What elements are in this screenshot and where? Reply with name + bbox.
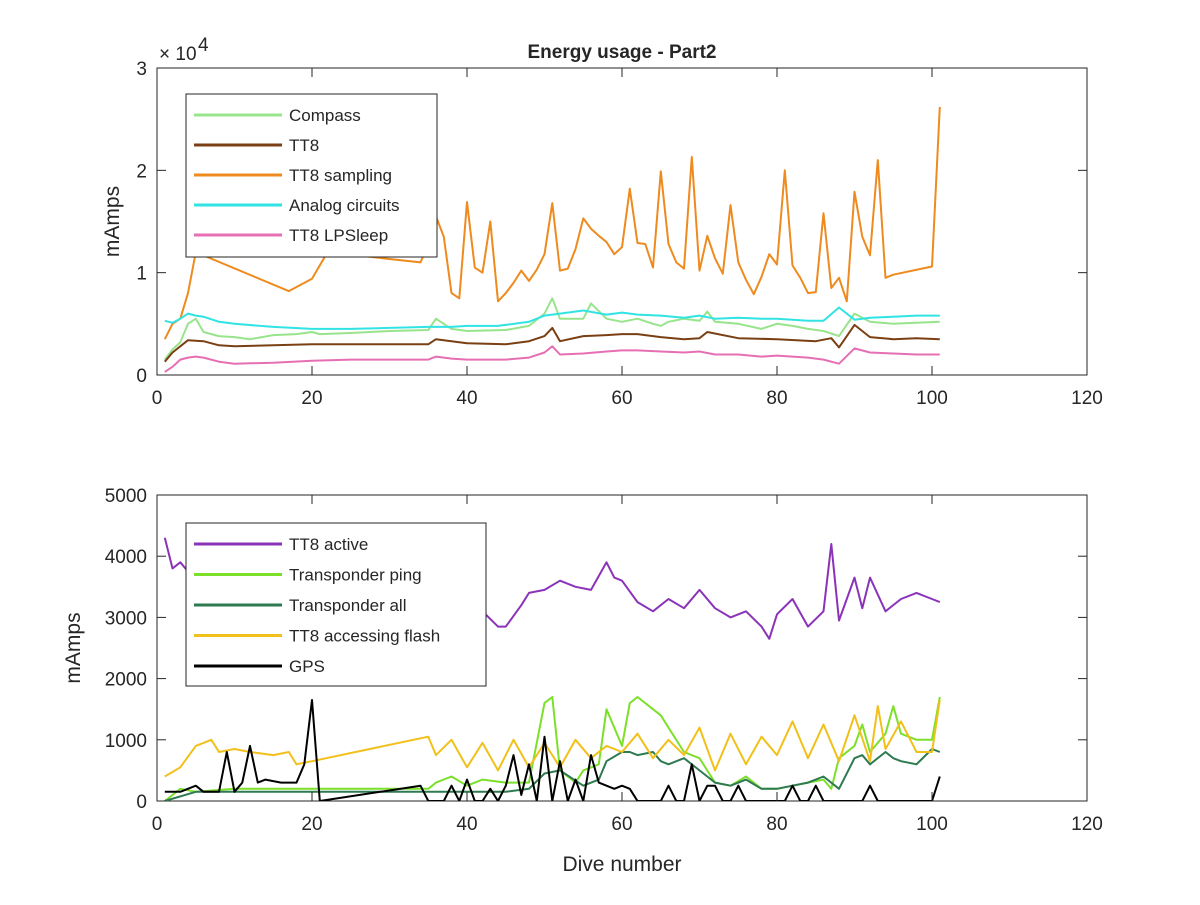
x-tick-label: 20 <box>301 814 322 835</box>
legend-label: TT8 sampling <box>289 166 392 185</box>
y-tick-label: 2 <box>136 161 147 182</box>
y-axis-label: mAmps <box>62 612 85 683</box>
x-tick-label: 80 <box>766 388 787 409</box>
series-line-analog-circuits <box>164 306 940 330</box>
legend-label: GPS <box>289 657 325 676</box>
x-tick-label: 100 <box>916 814 948 835</box>
y-exponent-label: × 10 <box>159 44 197 65</box>
x-tick-label: 60 <box>611 814 632 835</box>
series-line-tt8-accessing-flash <box>164 699 941 778</box>
series-line-tt8-sampling <box>163 106 941 340</box>
bottom-axes: 0 20 40 60 80 100 120 0 1000 2000 3000 4000 5000 mAmp… <box>62 486 1103 876</box>
x-axis-label: Dive number <box>562 853 681 876</box>
series-line-tt8 <box>164 323 940 363</box>
x-tick-label: 40 <box>456 388 477 409</box>
series-line-compass <box>164 297 940 361</box>
x-tick-label: 20 <box>301 388 322 409</box>
legend-label: TT8 LPSleep <box>289 226 388 245</box>
x-tick-label: 120 <box>1071 814 1103 835</box>
y-tick-label: 3 <box>136 59 147 80</box>
top-axes: 0 20 40 60 80 100 120 0 1 2 3 × 10 4 Energy usage - P… <box>101 35 1103 409</box>
y-axis-label: mAmps <box>101 186 124 257</box>
y-tick-label: 4000 <box>105 547 147 568</box>
series-line-gps <box>164 699 941 801</box>
legend-label: TT8 active <box>289 535 368 554</box>
y-exponent-power: 4 <box>198 35 209 56</box>
x-tick-label: 0 <box>152 814 163 835</box>
series-line-transponder-ping <box>164 696 941 801</box>
legend: TT8 active Transponder ping Transponder al… <box>185 522 487 687</box>
y-tick-label: 2000 <box>105 670 147 691</box>
legend-label: Analog circuits <box>289 196 400 215</box>
legend-label: TT8 accessing flash <box>289 627 440 646</box>
x-tick-label: 0 <box>152 388 163 409</box>
legend-label: Transponder all <box>289 596 407 615</box>
y-tick-label: 1 <box>136 264 147 285</box>
series-group <box>163 106 941 373</box>
x-tick-label: 80 <box>766 814 787 835</box>
y-tick-label: 3000 <box>105 608 147 629</box>
x-tick-label: 120 <box>1071 388 1103 409</box>
y-tick-label: 0 <box>136 792 147 813</box>
series-line-tt8-lpsleep <box>164 345 940 373</box>
legend-label: TT8 <box>289 136 319 155</box>
y-tick-label: 0 <box>136 366 147 387</box>
y-tick-label: 1000 <box>105 731 147 752</box>
legend: Compass TT8 TT8 sampling Analog circuits TT8… <box>185 93 438 258</box>
x-tick-label: 40 <box>456 814 477 835</box>
x-tick-label: 60 <box>611 388 632 409</box>
legend-label: Compass <box>289 106 361 125</box>
y-tick-label: 5000 <box>105 486 147 507</box>
chart-title: Energy usage - Part2 <box>527 42 716 63</box>
series-line-transponder-all <box>164 748 941 801</box>
legend-label: Transponder ping <box>289 566 422 585</box>
x-tick-label: 100 <box>916 388 948 409</box>
